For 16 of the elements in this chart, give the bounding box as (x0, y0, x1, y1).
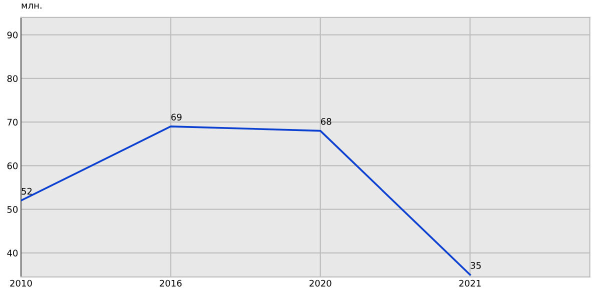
data-label: 35 (470, 262, 481, 269)
y-tick-label: 80 (7, 75, 18, 82)
line-series (21, 126, 471, 276)
x-tick-label: 2020 (310, 280, 332, 287)
y-tick-label: 40 (7, 250, 18, 256)
y-tick-label: 70 (7, 118, 18, 126)
y-tick-label: 90 (7, 32, 18, 38)
data-label: 52 (22, 188, 32, 195)
data-label: 68 (321, 118, 332, 125)
x-tick-label: 2016 (160, 280, 182, 287)
y-tick-label: 60 (7, 162, 18, 170)
x-tick-label: 2010 (10, 280, 32, 287)
y-axis-title: млн. (22, 4, 42, 9)
data-label: 69 (171, 114, 182, 121)
x-tick-label: 2021 (459, 280, 481, 287)
y-tick-label: 50 (7, 206, 18, 213)
